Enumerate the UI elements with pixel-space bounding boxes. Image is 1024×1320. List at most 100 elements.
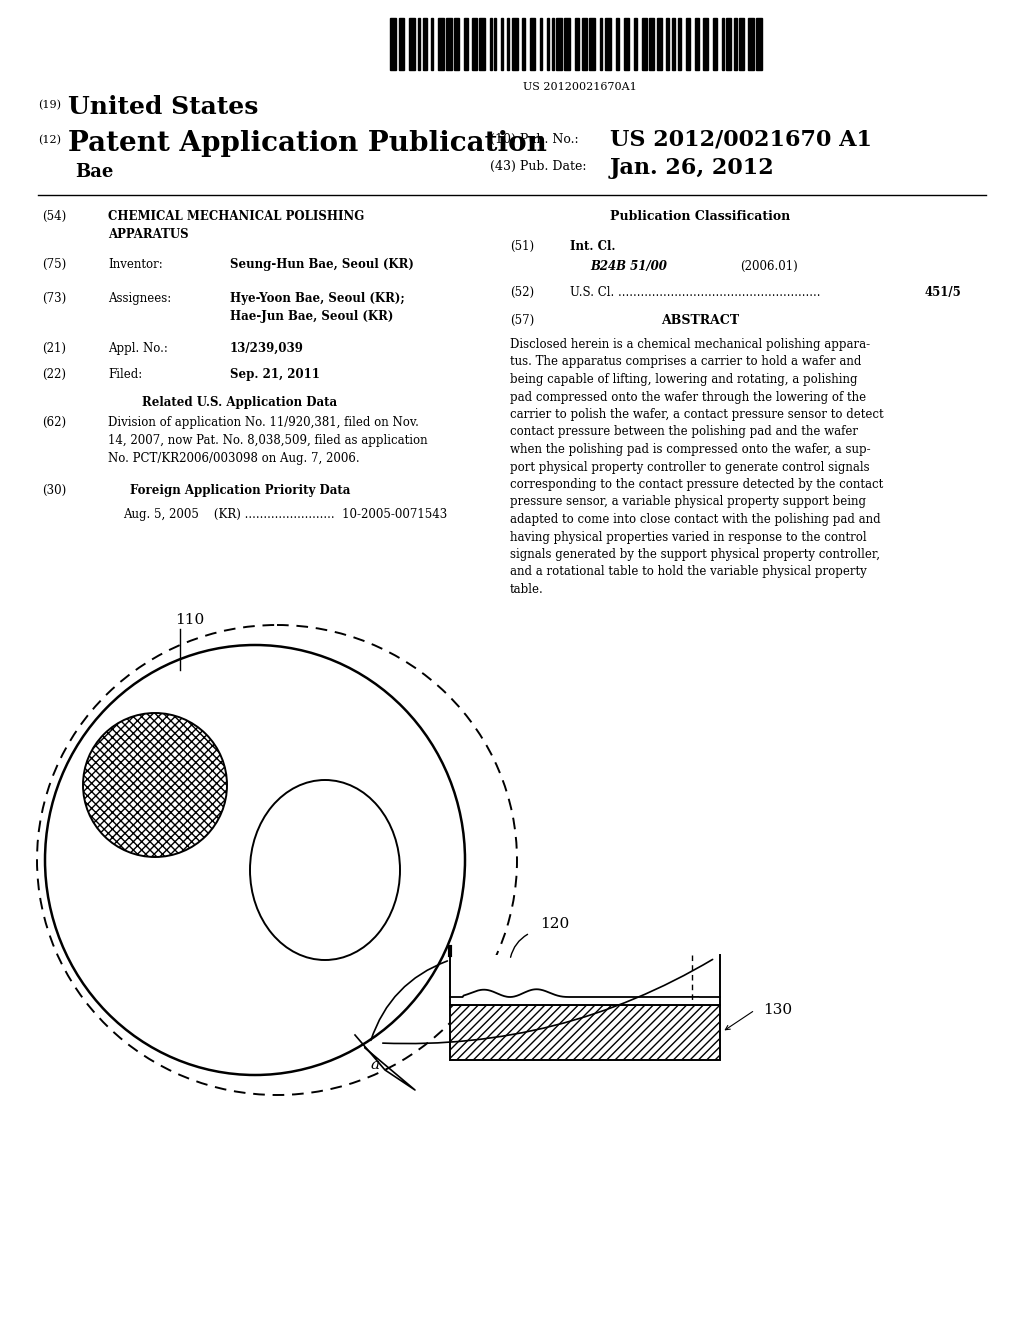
Text: and a rotational table to hold the variable physical property: and a rotational table to hold the varia… xyxy=(510,565,866,578)
Text: contact pressure between the polishing pad and the wafer: contact pressure between the polishing p… xyxy=(510,425,858,438)
Bar xyxy=(703,18,708,70)
Bar xyxy=(756,18,762,70)
Text: (10) Pub. No.:: (10) Pub. No.: xyxy=(490,133,579,147)
Bar xyxy=(438,18,444,70)
Text: adapted to come into close contact with the polishing pad and: adapted to come into close contact with … xyxy=(510,513,881,525)
Text: Appl. No.:: Appl. No.: xyxy=(108,342,168,355)
Bar xyxy=(686,18,690,70)
Text: (51): (51) xyxy=(510,240,535,253)
Text: Assignees:: Assignees: xyxy=(108,292,171,305)
Text: signals generated by the support physical property controller,: signals generated by the support physica… xyxy=(510,548,880,561)
Bar xyxy=(450,954,720,1005)
Bar xyxy=(431,18,433,70)
Text: U.S. Cl. ......................................................: U.S. Cl. ...............................… xyxy=(570,286,820,300)
Bar xyxy=(739,18,744,70)
Bar xyxy=(490,18,492,70)
Text: Int. Cl.: Int. Cl. xyxy=(570,240,615,253)
Text: Related U.S. Application Data: Related U.S. Application Data xyxy=(142,396,338,409)
Bar xyxy=(695,18,699,70)
Bar xyxy=(616,18,618,70)
Bar xyxy=(575,18,579,70)
Text: Publication Classification: Publication Classification xyxy=(610,210,791,223)
Text: Hae-Jun Bae, Seoul (KR): Hae-Jun Bae, Seoul (KR) xyxy=(230,310,393,323)
Text: a: a xyxy=(371,1059,380,1072)
Text: ABSTRACT: ABSTRACT xyxy=(660,314,739,327)
Text: APPARATUS: APPARATUS xyxy=(108,228,188,242)
Text: carrier to polish the wafer, a contact pressure sensor to detect: carrier to polish the wafer, a contact p… xyxy=(510,408,884,421)
Bar xyxy=(642,18,647,70)
Text: Hye-Yoon Bae, Seoul (KR);: Hye-Yoon Bae, Seoul (KR); xyxy=(230,292,404,305)
Text: Seung-Hun Bae, Seoul (KR): Seung-Hun Bae, Seoul (KR) xyxy=(230,257,414,271)
Bar xyxy=(672,18,675,70)
Bar xyxy=(748,18,754,70)
Text: (12): (12) xyxy=(38,135,61,145)
Text: US 20120021670A1: US 20120021670A1 xyxy=(523,82,637,92)
Text: (57): (57) xyxy=(510,314,535,327)
Text: (19): (19) xyxy=(38,100,61,111)
Text: 451/5: 451/5 xyxy=(925,286,962,300)
Text: Disclosed herein is a chemical mechanical polishing appara-: Disclosed herein is a chemical mechanica… xyxy=(510,338,870,351)
Text: No. PCT/KR2006/003098 on Aug. 7, 2006.: No. PCT/KR2006/003098 on Aug. 7, 2006. xyxy=(108,451,359,465)
Text: (30): (30) xyxy=(42,484,67,498)
Text: Inventor:: Inventor: xyxy=(108,257,163,271)
Bar xyxy=(399,18,404,70)
Text: (73): (73) xyxy=(42,292,67,305)
Bar xyxy=(530,18,535,70)
Text: 13/239,039: 13/239,039 xyxy=(230,342,304,355)
Text: 130: 130 xyxy=(763,1003,793,1016)
Text: being capable of lifting, lowering and rotating, a polishing: being capable of lifting, lowering and r… xyxy=(510,374,857,385)
Text: (62): (62) xyxy=(42,416,67,429)
Bar xyxy=(418,18,420,70)
Text: (2006.01): (2006.01) xyxy=(740,260,798,273)
Text: 110: 110 xyxy=(175,612,204,627)
Text: (54): (54) xyxy=(42,210,67,223)
Text: when the polishing pad is compressed onto the wafer, a sup-: when the polishing pad is compressed ont… xyxy=(510,444,870,455)
Bar xyxy=(409,18,415,70)
Bar xyxy=(540,18,542,70)
Bar xyxy=(605,18,611,70)
Bar xyxy=(472,18,477,70)
Bar xyxy=(390,18,396,70)
Text: 14, 2007, now Pat. No. 8,038,509, filed as application: 14, 2007, now Pat. No. 8,038,509, filed … xyxy=(108,434,428,447)
Text: (75): (75) xyxy=(42,257,67,271)
Text: (21): (21) xyxy=(42,342,66,355)
Bar xyxy=(556,18,562,70)
Text: CHEMICAL MECHANICAL POLISHING: CHEMICAL MECHANICAL POLISHING xyxy=(108,210,365,223)
Bar xyxy=(547,18,549,70)
Bar xyxy=(624,18,629,70)
Text: pad compressed onto the wafer through the lowering of the: pad compressed onto the wafer through th… xyxy=(510,391,866,404)
Bar xyxy=(512,18,518,70)
Bar xyxy=(582,18,587,70)
Bar xyxy=(678,18,681,70)
Bar xyxy=(501,18,503,70)
Bar xyxy=(649,18,654,70)
Text: table.: table. xyxy=(510,583,544,597)
Text: US 2012/0021670 A1: US 2012/0021670 A1 xyxy=(610,128,872,150)
Bar xyxy=(634,18,637,70)
Text: having physical properties varied in response to the control: having physical properties varied in res… xyxy=(510,531,866,544)
Text: (52): (52) xyxy=(510,286,535,300)
Text: pressure sensor, a variable physical property support being: pressure sensor, a variable physical pro… xyxy=(510,495,866,508)
Bar xyxy=(479,18,485,70)
Text: B24B 51/00: B24B 51/00 xyxy=(590,260,667,273)
Bar xyxy=(589,18,595,70)
Bar xyxy=(552,18,554,70)
Text: port physical property controller to generate control signals: port physical property controller to gen… xyxy=(510,461,869,474)
Bar xyxy=(564,18,570,70)
Text: United States: United States xyxy=(68,95,258,119)
Text: 120: 120 xyxy=(540,917,569,931)
Text: (43) Pub. Date:: (43) Pub. Date: xyxy=(490,160,587,173)
Ellipse shape xyxy=(83,713,227,857)
Text: Jan. 26, 2012: Jan. 26, 2012 xyxy=(610,157,775,180)
Text: Patent Application Publication: Patent Application Publication xyxy=(68,129,547,157)
Bar xyxy=(446,18,452,70)
Bar xyxy=(722,18,724,70)
Bar xyxy=(600,18,602,70)
Bar xyxy=(713,18,717,70)
Bar xyxy=(494,18,496,70)
Text: Foreign Application Priority Data: Foreign Application Priority Data xyxy=(130,484,350,498)
Text: Bae: Bae xyxy=(75,162,114,181)
Bar xyxy=(507,18,509,70)
Bar xyxy=(726,18,731,70)
Bar xyxy=(423,18,427,70)
